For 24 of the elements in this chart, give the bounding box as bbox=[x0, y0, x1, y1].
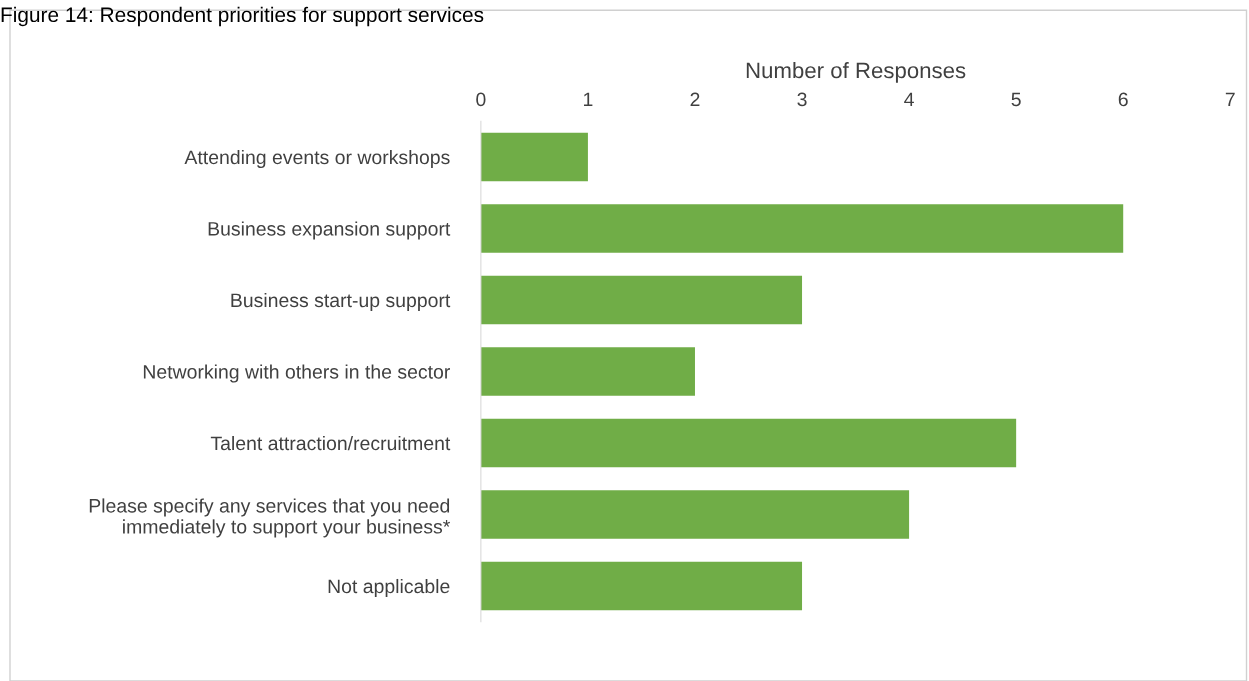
x-tick-label: 6 bbox=[1118, 92, 1128, 107]
x-tick-label: 2 bbox=[690, 92, 700, 107]
y-tick-label: Business expansion support bbox=[208, 221, 451, 240]
bar bbox=[480, 275, 803, 325]
y-tick-label: Not applicable bbox=[328, 578, 450, 598]
x-tick-label: 0 bbox=[476, 92, 486, 107]
y-tick-label: Talent attraction/recruitment bbox=[210, 435, 451, 451]
y-tick-label: Please specify any services that you need immediately to support your business* bbox=[89, 498, 451, 538]
bar bbox=[480, 132, 588, 182]
x-tick-label: 4 bbox=[904, 92, 914, 107]
y-tick-label: Attending events or workshops bbox=[184, 149, 450, 169]
bar bbox=[480, 204, 1124, 253]
x-tick-label: 5 bbox=[1011, 92, 1021, 107]
x-axis-title: Number of Responses bbox=[746, 61, 966, 83]
bar bbox=[480, 347, 695, 396]
x-tick-label: 7 bbox=[1225, 92, 1235, 107]
x-tick-label: 1 bbox=[584, 92, 593, 107]
bar bbox=[480, 561, 803, 611]
y-tick-label: Business start-up support bbox=[231, 292, 451, 312]
bar bbox=[480, 490, 910, 539]
x-tick-label: 3 bbox=[797, 92, 807, 107]
bar bbox=[480, 418, 1017, 468]
y-tick-label: Networking with others in the sector bbox=[143, 364, 451, 383]
text: Figure 14: Respondent priorities for support services bbox=[1, 6, 484, 27]
